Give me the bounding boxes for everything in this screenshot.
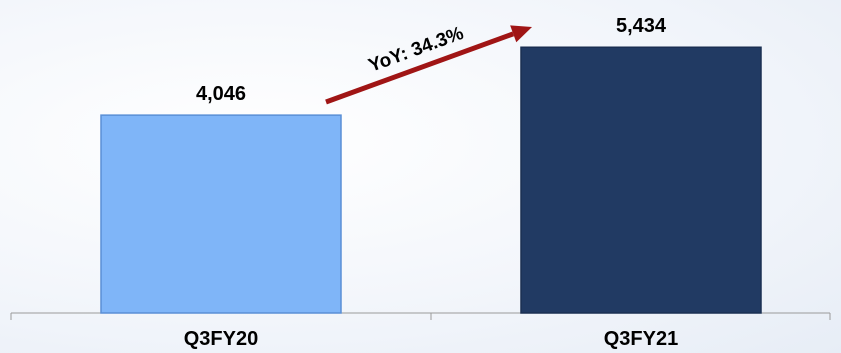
bar-q3fy20: [100, 114, 342, 314]
bar-q3fy21: [520, 46, 762, 314]
yoy-arrow: [325, 31, 515, 105]
x-tick-label-q3fy20: Q3FY20: [184, 328, 258, 350]
data-label-q3fy20: 4,046: [196, 83, 246, 105]
data-label-q3fy21: 5,434: [616, 15, 667, 37]
yoy-arrow-head: [510, 25, 532, 43]
x-tick-label-q3fy21: Q3FY21: [604, 328, 678, 350]
